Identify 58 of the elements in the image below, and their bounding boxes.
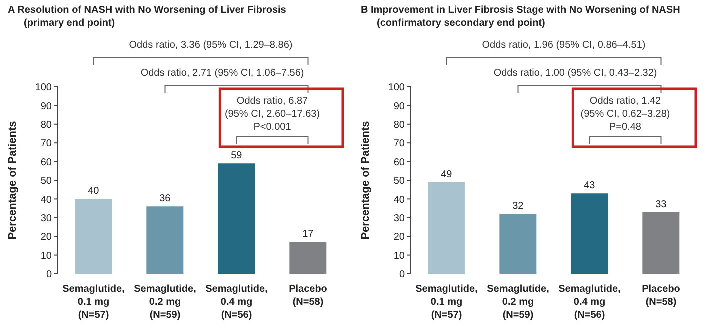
y-tick-label: 50 — [40, 176, 52, 188]
y-tick-label: 40 — [40, 194, 52, 206]
y-tick-label: 20 — [40, 232, 52, 244]
y-tick-label: 40 — [394, 194, 406, 206]
y-tick-label: 90 — [40, 101, 52, 112]
text: Odds ratio, 2.71 (95% CI, 1.06–7.56) — [140, 68, 304, 79]
y-tick-label: 30 — [394, 213, 406, 224]
data-label: 36 — [160, 194, 172, 205]
y-tick-label: 70 — [40, 138, 52, 150]
y-tick-label: 80 — [40, 120, 52, 131]
bar — [290, 242, 327, 274]
y-axis-title: Percentage of Patients — [6, 121, 19, 240]
data-label: 33 — [656, 199, 668, 210]
chart-title: A Resolution of NASH with No Worsening of Liver Fibrosis — [8, 5, 286, 16]
y-tick-label: 0 — [399, 270, 406, 281]
y-tick-label: 100 — [35, 82, 52, 94]
x-tick-label: Semaglutide, 0.2 mg (N=59) — [487, 284, 550, 321]
y-tick-label: 0 — [46, 270, 52, 281]
x-tick-label: Semaglutide, 0.4 mg (N=56) — [206, 284, 268, 321]
x-tick-label: Semaglutide, 0.2 mg (N=59) — [134, 284, 197, 321]
x-tick-label: Semaglutide, 0.1 mg (N=57) — [416, 284, 478, 321]
bar — [218, 164, 256, 274]
y-tick-label: 10 — [40, 250, 52, 262]
bar — [500, 214, 537, 274]
data-label: 59 — [231, 150, 243, 162]
data-label: 17 — [302, 229, 314, 240]
y-tick-label: 80 — [394, 120, 406, 131]
bar — [428, 182, 466, 274]
chart-subtitle: (confirmatory secondary end point) — [377, 18, 546, 29]
y-axis-title: Percentage of Patients — [360, 121, 372, 240]
text: Odds ratio, 1.96 (95% CI, 0.86–4.51) — [482, 40, 646, 51]
x-tick-label: Placebo (N=58) — [289, 284, 328, 308]
bar — [642, 212, 680, 274]
bar — [75, 199, 112, 274]
chart-title: B Improvement in Liver Fibrosis Stage with No Worsening of NASH — [361, 5, 680, 16]
chart-subtitle: (primary end point) — [24, 18, 116, 29]
annotation: Odds ratio, 6.87 (95% CI, 2.60–17.63) P<0.001 — [224, 96, 320, 133]
data-label: 32 — [512, 201, 524, 212]
y-tick-label: 70 — [394, 138, 406, 150]
data-label: 40 — [88, 186, 100, 198]
y-tick-label: 20 — [394, 232, 406, 244]
y-tick-label: 50 — [394, 176, 406, 188]
annotation: Odds ratio, 1.42 (95% CI, 0.62–3.28) P=0.48 — [580, 96, 670, 133]
y-tick-label: 90 — [394, 101, 406, 112]
y-tick-label: 100 — [388, 82, 406, 94]
y-tick-label: 10 — [394, 250, 406, 262]
bar — [571, 194, 608, 274]
x-tick-label: Semaglutide, 0.4 mg (N=56) — [558, 284, 622, 321]
data-label: 49 — [441, 169, 453, 180]
y-tick-label: 30 — [40, 213, 52, 224]
data-label: 43 — [584, 180, 596, 192]
text: Odds ratio, 1.00 (95% CI, 0.43–2.32) — [494, 68, 658, 79]
x-tick-label: Placebo (N=58) — [642, 284, 680, 308]
bar — [146, 206, 184, 274]
text: Odds ratio, 3.36 (95% CI, 1.29–8.86) — [129, 40, 293, 51]
x-tick-label: Semaglutide, 0.1 mg (N=57) — [62, 284, 126, 321]
y-tick-label: 60 — [394, 157, 406, 168]
y-tick-label: 60 — [40, 157, 52, 168]
